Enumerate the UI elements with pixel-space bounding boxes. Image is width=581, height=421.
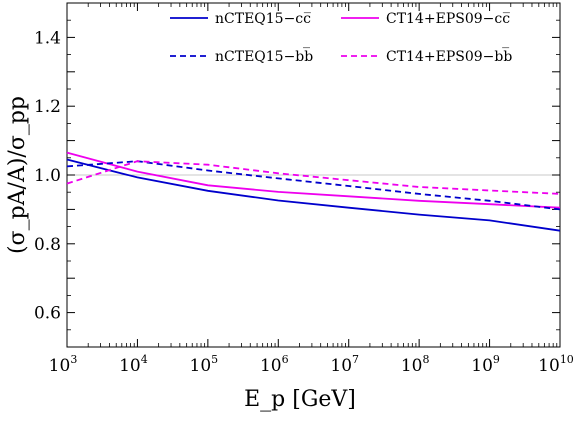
series-line	[66, 151, 561, 209]
x-tick-label: 108	[401, 353, 430, 376]
x-tick-label: 103	[49, 353, 78, 376]
x-tick-label: 105	[190, 353, 219, 376]
legend-label: nCTEQ15−cc̅	[215, 11, 311, 27]
series-line	[66, 160, 561, 195]
legend-label: CT14+EPS09−bb̅	[386, 46, 512, 65]
legend-label: CT14+EPS09−cc̅	[386, 11, 510, 27]
y-axis-label: (σ_pA/A)/σ_pp	[5, 96, 30, 254]
x-tick-label: 109	[471, 353, 500, 376]
x-tick-label: 104	[119, 353, 148, 376]
y-tick-label: 0.8	[34, 235, 61, 255]
series-line	[66, 160, 561, 211]
y-tick-label: 1.0	[34, 166, 61, 186]
ticks-layer: 103 104 105 106 107 108 109 1010 0.6 0.8 1.0 1.2 1.4	[34, 2, 574, 376]
y-tick-label: 1.4	[34, 28, 61, 48]
legend: nCTEQ15−cc̅ CT14+EPS09−cc̅ nCTEQ15−bb̅ CT14…	[170, 11, 512, 65]
x-tick-label: 107	[330, 353, 359, 376]
y-tick-label: 1.2	[34, 97, 61, 117]
series-line	[66, 158, 561, 232]
x-axis-label: E_p [GeV]	[244, 387, 356, 412]
series-layer	[66, 151, 561, 232]
x-tick-label: 1010	[538, 353, 574, 376]
legend-label: nCTEQ15−bb̅	[215, 46, 313, 65]
x-tick-label: 106	[260, 353, 289, 376]
y-tick-label: 0.6	[34, 304, 61, 324]
